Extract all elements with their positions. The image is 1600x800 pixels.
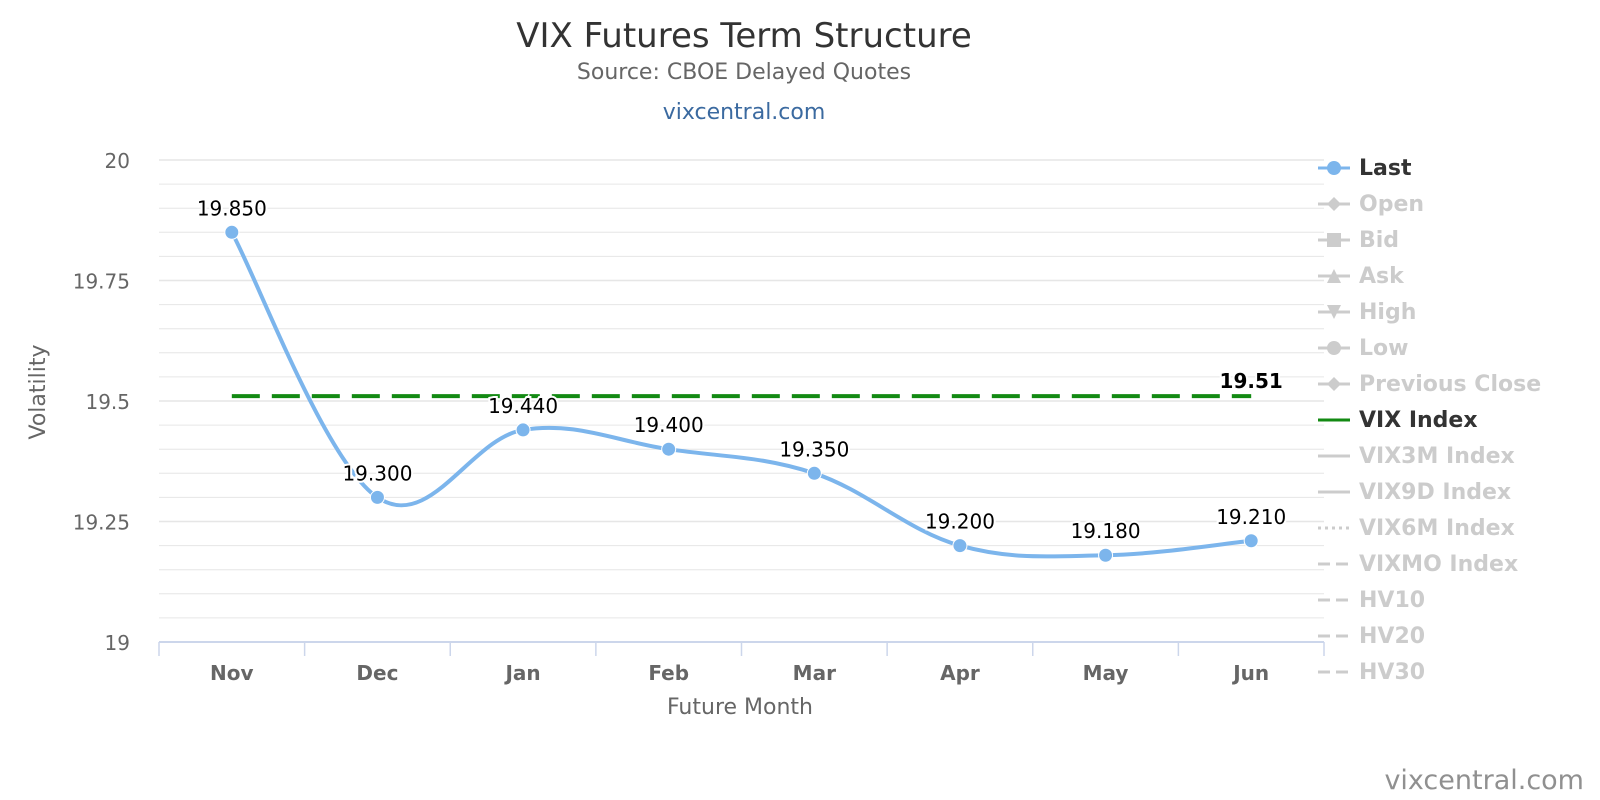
last-point-marker[interactable] <box>515 422 531 438</box>
last-point-marker[interactable] <box>224 224 240 240</box>
x-tick-label: Feb <box>648 661 689 685</box>
last-data-label: 19.850 <box>197 196 267 220</box>
last-point-marker[interactable] <box>806 465 822 481</box>
y-tick-label: 20 <box>105 149 130 173</box>
grid <box>159 159 1324 619</box>
legend-symbol-line-icon <box>1318 418 1350 422</box>
legend-label: HV10 <box>1359 587 1426 613</box>
legend-label: HV30 <box>1359 659 1426 685</box>
legend-symbol-triangle-down-icon <box>1318 305 1350 319</box>
last-point-marker[interactable] <box>952 538 968 554</box>
legend-symbol-circle-icon <box>1318 161 1350 175</box>
legend-symbol-dotted-icon <box>1318 526 1350 530</box>
legend-item-ask[interactable]: Ask <box>1318 258 1541 294</box>
legend-symbol-diamond-icon <box>1318 377 1350 391</box>
legend-label: VIX9D Index <box>1359 479 1512 505</box>
last-data-label: 19.180 <box>1071 519 1141 543</box>
legend-symbol-triangle-icon <box>1318 269 1350 283</box>
legend-symbol-square-icon <box>1318 233 1350 247</box>
legend-item-high[interactable]: High <box>1318 294 1541 330</box>
y-axis-title: Volatility <box>26 344 51 439</box>
legend-symbol-dashed-icon <box>1318 598 1350 602</box>
x-tick-label: Mar <box>793 661 836 685</box>
legend-item-vix3m-index[interactable]: VIX3M Index <box>1318 438 1541 474</box>
legend-item-hv30[interactable]: HV30 <box>1318 654 1541 690</box>
legend-label: High <box>1359 299 1417 325</box>
legend-item-last[interactable]: Last <box>1318 150 1541 186</box>
legend-label: VIX Index <box>1359 407 1478 433</box>
legend-item-bid[interactable]: Bid <box>1318 222 1541 258</box>
vix-index-label: 19.51 <box>1220 369 1283 393</box>
x-tick-label: Dec <box>356 661 398 685</box>
y-tick-label: 19 <box>105 631 130 655</box>
last-data-label: 19.350 <box>779 437 849 461</box>
legend-label: Ask <box>1359 263 1404 289</box>
axes: 19 19.25 19.5 19.75 20 Nov Dec Jan Feb Mar Apr May J… <box>73 149 1325 685</box>
last-point-marker[interactable] <box>1243 533 1259 549</box>
legend-symbol-circle-icon <box>1318 341 1350 355</box>
chart-subtitle: Source: CBOE Delayed Quotes <box>577 60 911 85</box>
chart-title: VIX Futures Term Structure <box>516 16 972 56</box>
legend-label: VIX6M Index <box>1359 515 1515 541</box>
legend-symbol-dashed-icon <box>1318 562 1350 566</box>
legend-item-hv20[interactable]: HV20 <box>1318 618 1541 654</box>
legend-label: Bid <box>1359 227 1400 253</box>
last-data-label: 19.300 <box>342 461 412 485</box>
legend-item-previous-close[interactable]: Previous Close <box>1318 366 1541 402</box>
legend-item-hv10[interactable]: HV10 <box>1318 582 1541 618</box>
legend-item-open[interactable]: Open <box>1318 186 1541 222</box>
x-tick-label: May <box>1083 661 1129 685</box>
legend-label: Low <box>1359 335 1409 361</box>
x-axis-title: Future Month <box>667 695 813 720</box>
last-point-marker[interactable] <box>661 441 677 457</box>
x-tick-label: Jan <box>503 661 540 685</box>
legend-symbol-dashed-icon <box>1318 634 1350 638</box>
last-point-marker[interactable] <box>1098 547 1114 563</box>
y-tick-label: 19.75 <box>73 270 130 294</box>
legend-symbol-line-icon <box>1318 490 1350 494</box>
x-tick-label: Jun <box>1231 661 1269 685</box>
legend-label: Last <box>1359 155 1412 181</box>
chart-source-link[interactable]: vixcentral.com <box>663 100 826 125</box>
last-data-label: 19.440 <box>488 394 558 418</box>
y-tick-label: 19.25 <box>73 511 130 535</box>
legend-label: HV20 <box>1359 623 1426 649</box>
series: 19.51 19.850 19.300 19.440 19.400 19.350 19.20… <box>195 194 1288 563</box>
y-tick-label: 19.5 <box>85 390 130 414</box>
last-data-label: 19.210 <box>1216 505 1286 529</box>
legend-item-vix6m-index[interactable]: VIX6M Index <box>1318 510 1541 546</box>
x-tick-label: Nov <box>210 661 254 685</box>
legend-symbol-line-icon <box>1318 454 1350 458</box>
legend-item-vixmo-index[interactable]: VIXMO Index <box>1318 546 1541 582</box>
legend-label: Open <box>1359 191 1425 217</box>
legend-symbol-diamond-icon <box>1318 197 1350 211</box>
legend-label: Previous Close <box>1359 371 1542 397</box>
last-data-label: 19.400 <box>634 413 704 437</box>
credit-footer[interactable]: vixcentral.com <box>1384 765 1584 796</box>
x-tick-label: Apr <box>940 661 980 685</box>
legend-label: VIX3M Index <box>1359 443 1515 469</box>
legend-item-low[interactable]: Low <box>1318 330 1541 366</box>
legend: Last Open Bid Ask High Low Previous Close VIX I… <box>1318 150 1541 690</box>
legend-item-vix9d-index[interactable]: VIX9D Index <box>1318 474 1541 510</box>
legend-item-vix-index[interactable]: VIX Index <box>1318 402 1541 438</box>
legend-label: VIXMO Index <box>1359 551 1519 577</box>
last-data-label: 19.200 <box>925 510 995 534</box>
last-point-marker[interactable] <box>369 489 385 505</box>
legend-symbol-dashed-icon <box>1318 670 1350 674</box>
